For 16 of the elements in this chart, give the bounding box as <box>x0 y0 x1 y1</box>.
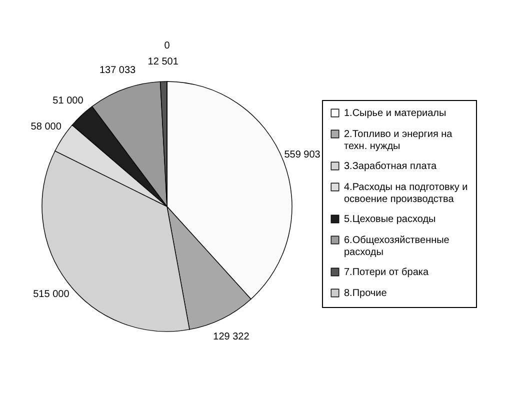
data-label: 559 903 <box>284 149 321 160</box>
data-label: 58 000 <box>30 121 62 132</box>
legend-label: 7.Потери от брака <box>344 267 429 278</box>
legend-label: 3.Заработная плата <box>344 161 438 172</box>
legend-label: 5.Цеховые расходы <box>344 214 436 225</box>
data-label: 51 000 <box>52 96 84 107</box>
data-label: 12 501 <box>148 56 179 68</box>
text: 0 <box>164 40 170 52</box>
data-label: 137 033 <box>99 65 136 76</box>
legend-label: 2.Топливо и энергия на техн. нужды <box>344 129 453 152</box>
legend-label: 1.Сырье и материалы <box>344 108 446 119</box>
legend-label: 6.Общехозяйственные расходы <box>344 235 450 258</box>
legend-label: 4.Расходы на подготовку и освоение производства <box>344 182 468 205</box>
data-label: 515 000 <box>33 288 70 300</box>
legend-label: 8.Прочие <box>344 288 388 299</box>
data-label: 129 322 <box>213 332 250 343</box>
